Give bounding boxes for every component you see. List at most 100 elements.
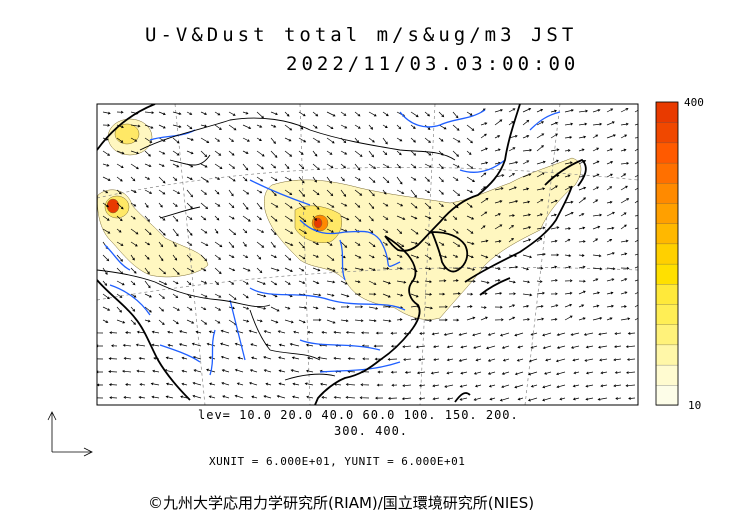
wind-vector [585, 345, 594, 349]
wind-vector [556, 371, 566, 376]
wind-vector [438, 137, 444, 142]
wind-vector [256, 202, 263, 210]
wind-vector [256, 267, 263, 274]
wind-vector [200, 176, 209, 183]
wind-vector [326, 137, 335, 144]
wind-vector [242, 319, 250, 323]
wind-vector [522, 135, 530, 139]
wind-vector [396, 124, 402, 130]
wind-vector [572, 358, 580, 362]
wind-vector [130, 228, 139, 235]
wind-vector [536, 226, 546, 230]
wind-vector [466, 215, 475, 220]
wind-vector [200, 202, 209, 210]
wind-vector [401, 397, 412, 401]
wind-vector [333, 395, 342, 399]
wind-vector [130, 137, 138, 142]
wind-vector [424, 267, 432, 271]
wind-vector [410, 137, 416, 143]
wind-vector [620, 108, 629, 113]
wind-vector [172, 228, 179, 237]
wind-vector [125, 383, 132, 387]
wind-vector [550, 213, 557, 217]
wind-vector [256, 319, 263, 323]
wind-vector [578, 186, 587, 191]
wind-vector [499, 397, 510, 402]
colorbar-swatch [655, 384, 679, 406]
wind-vector [452, 111, 459, 119]
wind-vector [172, 137, 180, 144]
wind-vector [542, 345, 552, 350]
wind-vector [536, 145, 544, 152]
wind-vector [186, 241, 193, 246]
wind-vector [108, 383, 118, 387]
wind-vector [396, 189, 405, 195]
wind-vector [396, 280, 407, 284]
wind-vector [108, 357, 118, 360]
wind-vector [614, 332, 622, 336]
wind-vector [382, 280, 391, 285]
wind-vector [242, 176, 248, 182]
wind-vector [186, 215, 193, 220]
wind-vector [480, 225, 486, 230]
wind-vector [452, 254, 459, 258]
wind-vector [368, 254, 375, 259]
wind-vector [550, 304, 559, 308]
wind-vector [396, 293, 404, 297]
wind-vector [158, 319, 165, 326]
wind-vector [242, 280, 249, 285]
wind-vector [620, 252, 628, 256]
wind-vector [214, 241, 223, 248]
wind-vector [368, 189, 375, 197]
wind-vector [452, 202, 459, 209]
wind-vector [438, 241, 445, 246]
wind-vector [263, 395, 272, 399]
colorbar-swatch [655, 243, 679, 265]
wind-vector [228, 111, 236, 116]
wind-vector [432, 397, 440, 401]
wind-vector [270, 124, 277, 128]
wind-vector [522, 200, 531, 204]
wind-vector [116, 254, 123, 262]
wind-vector [517, 345, 524, 349]
wind-vector [592, 254, 602, 258]
wind-vector [228, 228, 237, 236]
wind-vector [186, 254, 193, 261]
wind-vector [144, 163, 152, 168]
wind-vector [307, 356, 314, 360]
wind-vector [625, 345, 636, 349]
wind-vector [536, 266, 544, 270]
wind-vector [326, 124, 334, 130]
wind-vector [116, 163, 124, 169]
wind-vector [186, 280, 192, 286]
wind-vector [578, 135, 587, 139]
wind-vector [564, 149, 571, 152]
wind-vector [410, 189, 417, 198]
wind-vector [410, 176, 417, 181]
wind-vector [256, 215, 262, 221]
wind-vector [340, 176, 345, 182]
wind-vector [200, 241, 209, 247]
wind-vector [446, 397, 454, 401]
wind-vector [530, 384, 538, 388]
wind-vector [480, 316, 488, 321]
wind-vector [158, 293, 165, 299]
wind-vector [256, 124, 263, 128]
wind-vector [228, 137, 234, 143]
wind-vector [181, 369, 188, 373]
wind-vector [475, 358, 482, 362]
wind-vector [550, 133, 558, 139]
colorbar-min-label: 10 [688, 399, 702, 412]
wind-vector [214, 163, 223, 169]
wind-vector [396, 150, 402, 156]
wind-vector [634, 317, 638, 321]
wind-vector [634, 187, 638, 191]
wind-vector [200, 215, 207, 221]
wind-vector [172, 189, 181, 194]
wind-vector [347, 357, 356, 360]
wind-vector [634, 123, 638, 126]
wind-vector [606, 267, 616, 271]
wind-vector [192, 381, 202, 386]
wind-vector [620, 198, 630, 204]
wind-vector [317, 356, 328, 360]
